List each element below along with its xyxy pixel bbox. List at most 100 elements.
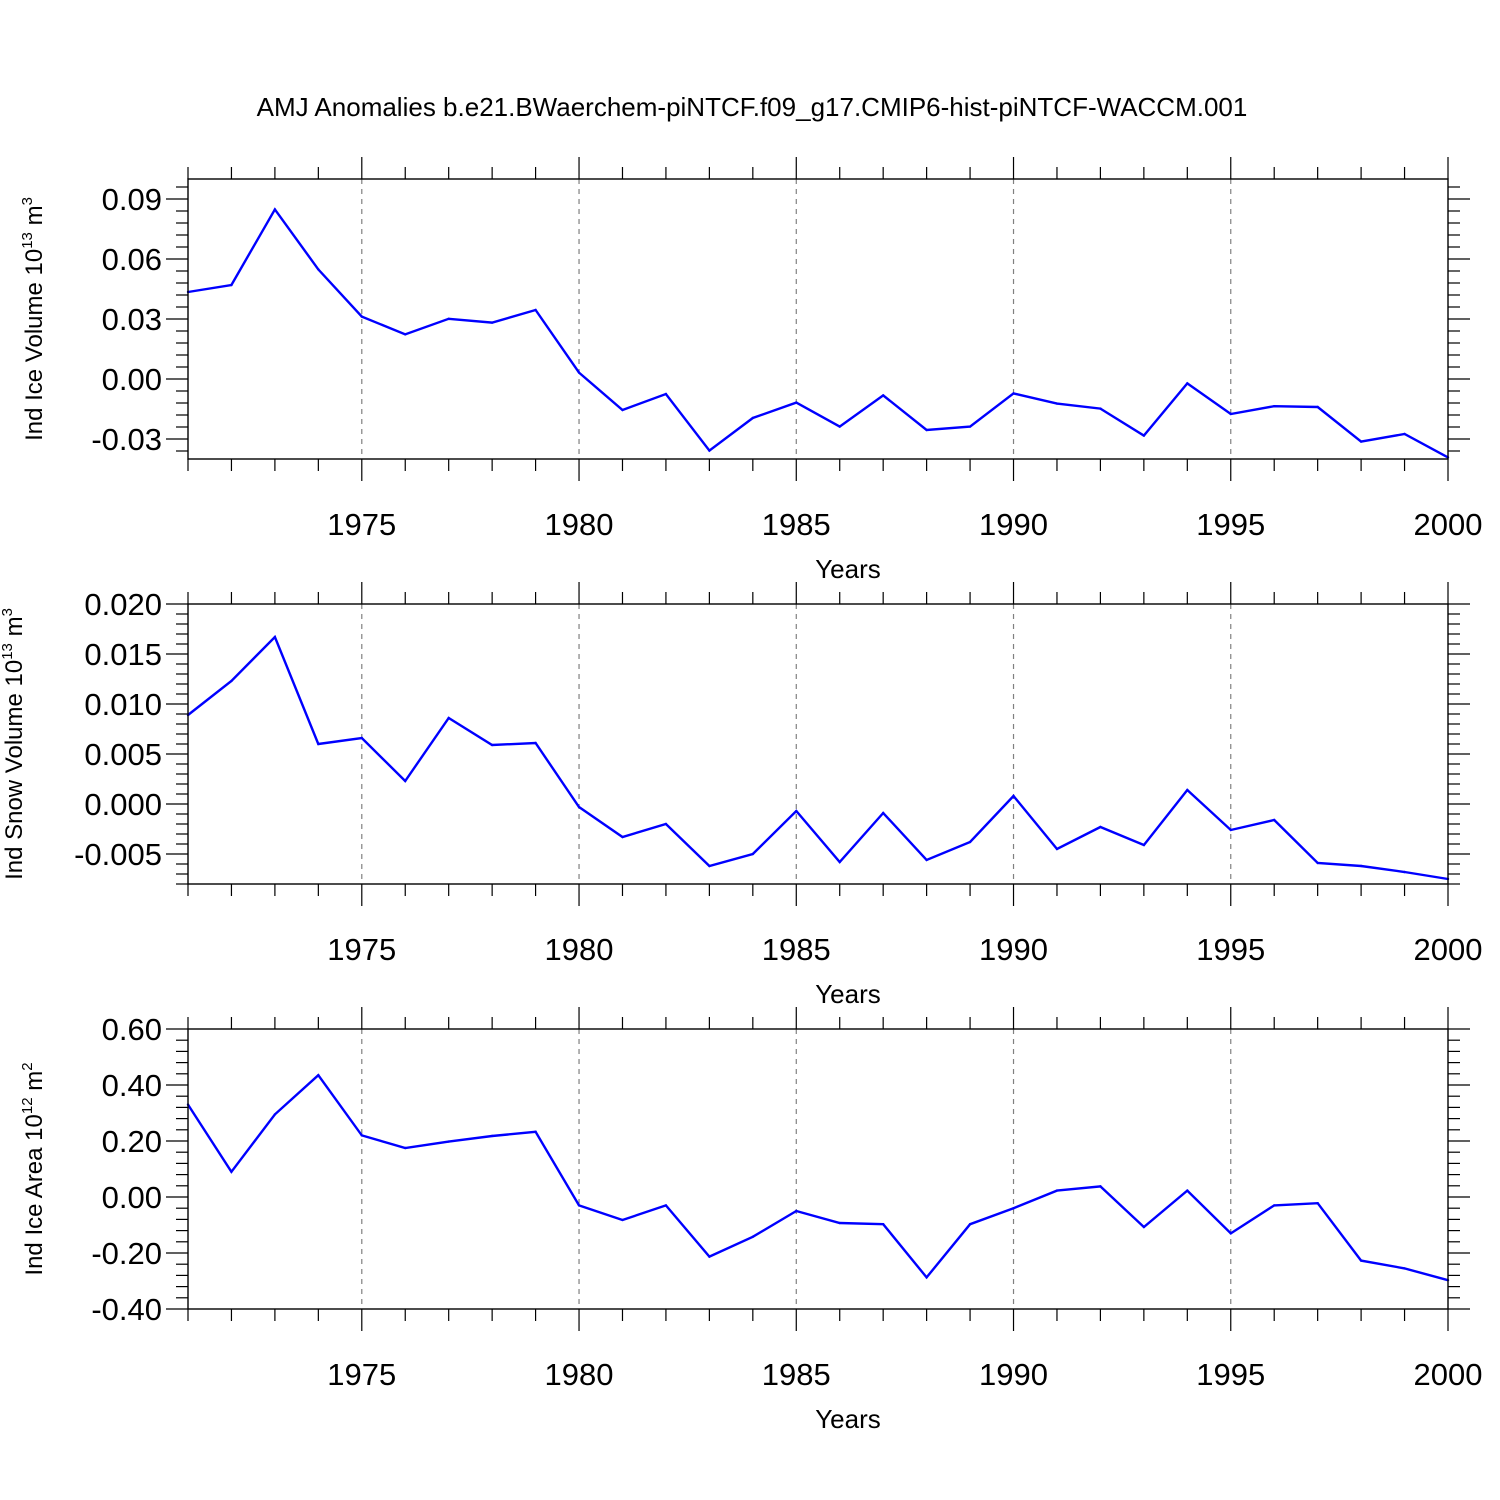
data-point	[708, 864, 711, 868]
y-axis-label-part: Ind Snow Volume 10	[1, 660, 28, 880]
y-axis-label-part: m	[1, 616, 28, 643]
data-point	[230, 1170, 233, 1174]
y-axis-label-superscript: 12	[19, 1097, 36, 1114]
data-point	[273, 635, 277, 639]
x-axis-label: Years	[815, 1404, 881, 1434]
data-point	[317, 742, 320, 746]
x-tick-label: 1980	[545, 507, 614, 542]
data-point	[708, 1255, 711, 1258]
data-point	[838, 1221, 841, 1225]
data-point	[925, 1276, 928, 1279]
x-tick-label: 1975	[327, 932, 396, 967]
x-tick-label: 1985	[762, 507, 831, 542]
data-point	[1186, 382, 1189, 385]
data-point	[664, 392, 668, 396]
data-point	[968, 425, 972, 428]
y-axis-label-superscript: 3	[19, 197, 36, 205]
y-tick-label: 0.03	[102, 302, 162, 337]
data-point	[490, 1134, 494, 1138]
data-point	[968, 1222, 972, 1226]
data-point	[317, 268, 320, 271]
data-point	[751, 416, 755, 420]
y-tick-label: -0.005	[74, 837, 162, 872]
data-point	[360, 736, 363, 740]
plot-frame	[187, 1028, 1449, 1310]
data-point	[577, 805, 581, 809]
data-point	[795, 809, 798, 813]
x-tick-label: 2000	[1414, 507, 1483, 542]
data-point	[447, 1140, 450, 1143]
x-tick-label: 1995	[1196, 1357, 1265, 1392]
chart-panel-1: 1975 1980 1985 1990 1995 2000 Years -0.03 0.00 0.…	[19, 157, 1482, 584]
data-point	[360, 1134, 363, 1137]
data-point	[1142, 434, 1146, 437]
data-point	[1055, 402, 1059, 405]
data-point	[1229, 828, 1232, 832]
x-axis-label: Years	[815, 554, 881, 584]
chart-panel-3: 1975 1980 1985 1990 1995 2000 Years -0.40 -0.20 0…	[19, 1007, 1482, 1434]
data-point	[968, 840, 972, 844]
y-tick-label: 0.020	[84, 587, 162, 622]
data-point	[1359, 440, 1363, 443]
data-point	[490, 743, 494, 747]
data-point	[577, 371, 581, 374]
x-tick-label: 2000	[1414, 1357, 1483, 1392]
data-point	[1359, 1259, 1363, 1262]
y-tick-label: -0.03	[91, 422, 162, 457]
data-point	[1273, 818, 1276, 822]
x-tick-label: 1990	[979, 932, 1048, 967]
data-point	[317, 1074, 320, 1077]
x-tick-label: 1990	[979, 507, 1048, 542]
y-tick-label: -0.40	[91, 1292, 162, 1327]
y-axis-label-superscript: 13	[0, 643, 16, 660]
data-point	[1273, 1204, 1276, 1207]
data-point	[1012, 1207, 1015, 1210]
y-axis-label-superscript: 3	[0, 608, 16, 616]
data-point	[1012, 794, 1015, 798]
y-axis-label-part: Ind Ice Area 10	[21, 1114, 48, 1275]
data-point	[751, 852, 755, 856]
data-point	[1142, 843, 1146, 847]
x-tick-label: 1990	[979, 1357, 1048, 1392]
data-point	[1316, 405, 1319, 409]
x-tick-label: 1995	[1196, 507, 1265, 542]
data-point	[1229, 1232, 1232, 1235]
y-tick-label: 0.60	[102, 1012, 162, 1047]
figure-title: AMJ Anomalies b.e21.BWaerchem-piNTCF.f09…	[257, 92, 1248, 122]
data-point	[664, 822, 668, 826]
y-tick-label: 0.06	[102, 242, 162, 277]
data-point	[795, 401, 798, 404]
y-axis-label: Ind Snow Volume 1013 m3	[0, 608, 28, 880]
data-point	[1316, 1201, 1319, 1205]
y-axis-label-part: m	[21, 1071, 48, 1098]
y-tick-label: 0.09	[102, 182, 162, 217]
series-line	[187, 634, 1449, 881]
x-tick-label: 1980	[545, 1357, 614, 1392]
y-axis-label-part: Ind Ice Volume 10	[21, 249, 48, 441]
data-point	[1359, 864, 1363, 868]
data-point	[1403, 870, 1406, 874]
data-point	[1142, 1225, 1146, 1229]
y-tick-label: 0.010	[84, 687, 162, 722]
data-point	[838, 860, 841, 864]
data-point	[404, 779, 407, 783]
data-point	[360, 315, 363, 318]
data-point	[1229, 412, 1232, 416]
data-point	[404, 333, 407, 336]
data-point	[1099, 1185, 1102, 1188]
data-point	[1316, 861, 1319, 865]
data-point	[447, 317, 450, 320]
data-point	[534, 741, 537, 745]
x-tick-label: 1980	[545, 932, 614, 967]
data-point	[621, 1218, 624, 1222]
series-line	[187, 207, 1449, 459]
data-point	[881, 394, 885, 397]
y-tick-label: 0.015	[84, 637, 162, 672]
data-point	[621, 835, 624, 839]
x-axis-label: Years	[815, 979, 881, 1009]
data-point	[490, 321, 494, 324]
y-axis-label-superscript: 13	[19, 232, 36, 249]
y-tick-label: 0.40	[102, 1068, 162, 1103]
data-point	[230, 679, 233, 683]
